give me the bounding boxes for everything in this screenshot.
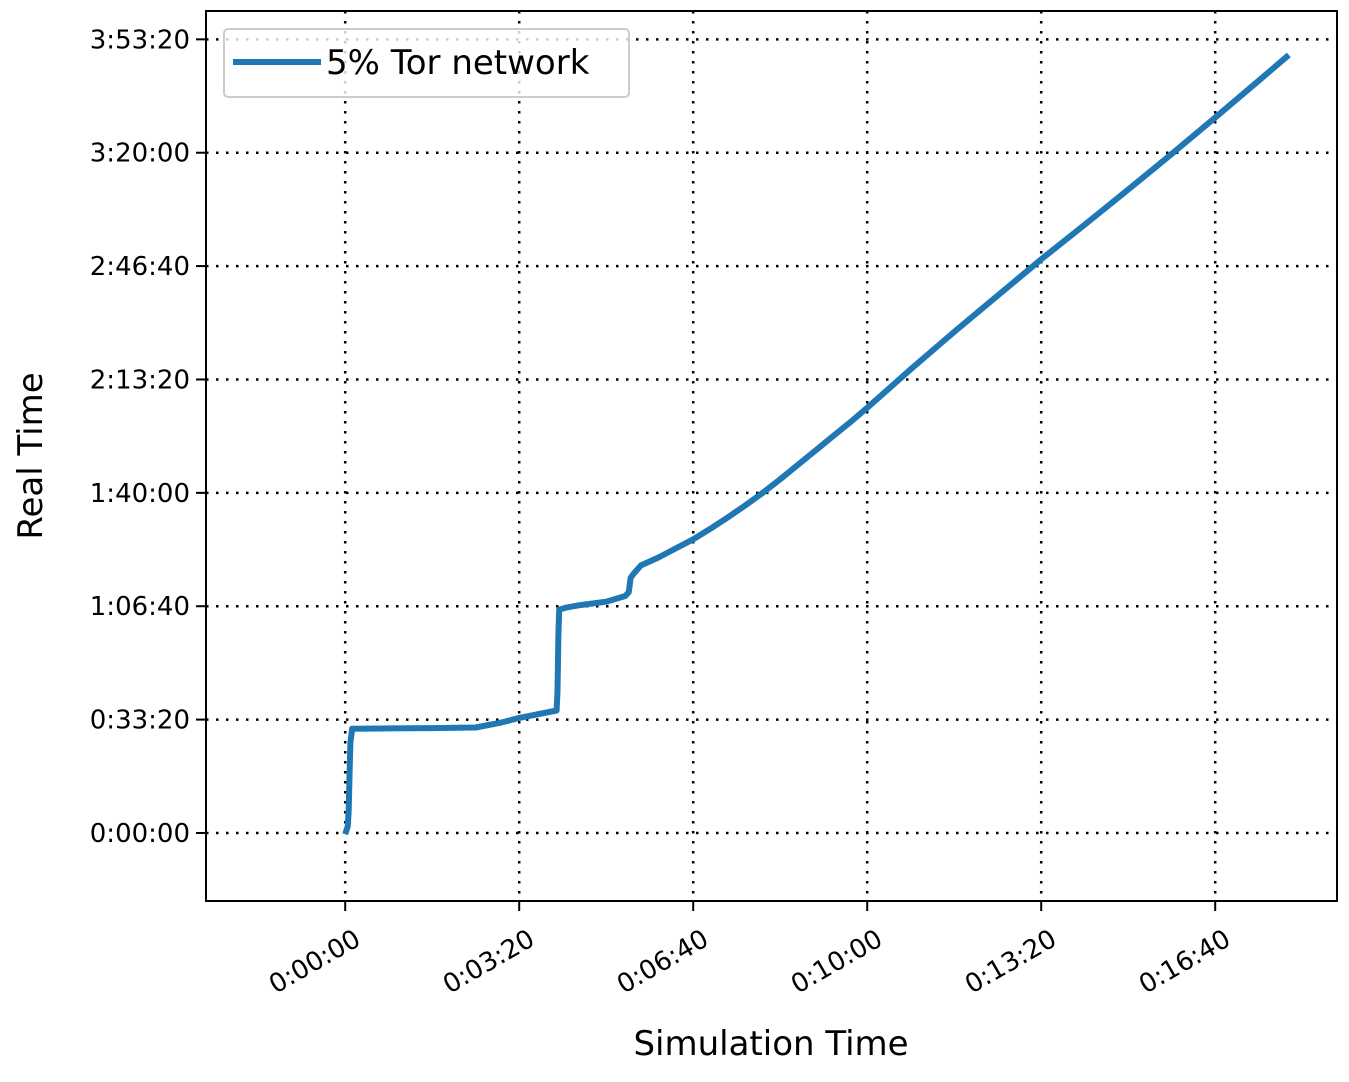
x-axis-label: Simulation Time — [633, 1024, 908, 1064]
y-tick-label: 1:06:40 — [90, 592, 190, 622]
y-tick-label: 1:40:00 — [90, 479, 190, 509]
x-tick-label: 0:03:20 — [438, 924, 540, 1000]
x-axis-ticks: 0:00:00 0:03:20 0:06:40 0:10:00 0:13:20 0:16:… — [264, 901, 1236, 1000]
y-tick-label: 0:00:00 — [90, 819, 190, 849]
legend-label: 5% Tor network — [326, 43, 590, 83]
series-line — [342, 52, 1291, 836]
y-tick-label: 2:46:40 — [90, 252, 190, 282]
y-tick-label: 0:33:20 — [90, 706, 190, 736]
legend-frame — [223, 28, 630, 98]
y-tick-label: 3:53:20 — [90, 25, 190, 55]
y-axis-label: Real Time — [11, 372, 51, 539]
x-tick-label: 0:16:40 — [1134, 924, 1236, 1000]
series-layer — [342, 52, 1291, 836]
x-tick-label: 0:06:40 — [612, 924, 714, 1000]
legend: 5% Tor network — [223, 28, 630, 98]
x-tick-label: 0:00:00 — [264, 924, 366, 1000]
y-axis-ticks: 0:00:00 0:33:20 1:06:40 1:40:00 2:13:20 2:46:… — [90, 25, 206, 849]
y-tick-label: 3:20:00 — [90, 139, 190, 169]
y-tick-label: 2:13:20 — [90, 365, 190, 395]
x-tick-label: 0:13:20 — [960, 924, 1062, 1000]
x-tick-label: 0:10:00 — [786, 924, 888, 1000]
plot-frame — [205, 10, 1338, 902]
grid — [206, 11, 1337, 901]
